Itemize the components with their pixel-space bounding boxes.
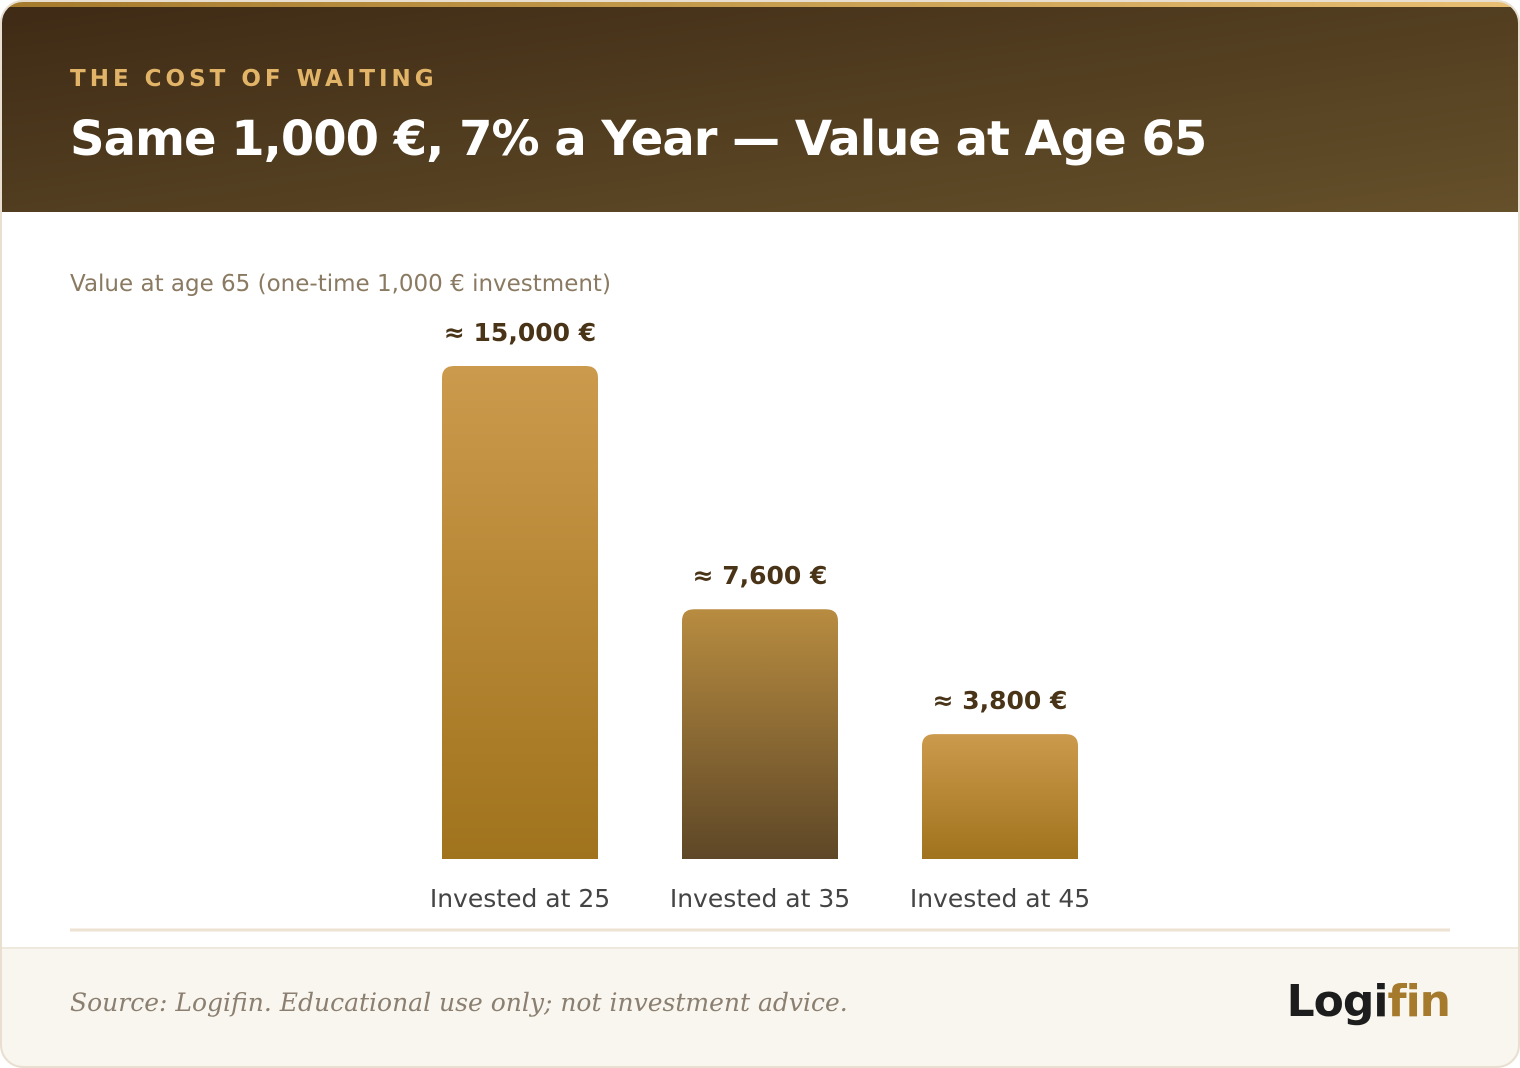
value-label: ≈ 7,600 € [693,561,828,590]
plot: ≈ 15,000 € Invested at 25 ≈ 7,600 € Investe… [430,318,1090,913]
bar [922,734,1078,859]
eyebrow: THE COST OF WAITING [70,66,438,92]
value-label: ≈ 15,000 € [444,318,596,347]
x-tick-label: Invested at 35 [670,884,850,913]
chart-title: Same 1,000 €, 7% a Year — Value at Age 6… [70,111,1206,167]
x-tick-label: Invested at 45 [910,884,1090,913]
logo: Logifin [1287,976,1450,1027]
logo-accent: fin [1387,976,1450,1027]
chart-subtitle: Value at age 65 (one-time 1,000 € invest… [70,271,611,297]
header-strip [1,1,1519,7]
logo-main: Logi [1287,976,1388,1027]
source-note: Source: Logifin. Educational use only; n… [70,988,848,1017]
x-tick-label: Invested at 25 [430,884,610,913]
footer [1,948,1519,1067]
header [1,1,1519,212]
bar [682,609,838,859]
value-label: ≈ 3,800 € [933,686,1068,715]
bar [442,366,598,859]
